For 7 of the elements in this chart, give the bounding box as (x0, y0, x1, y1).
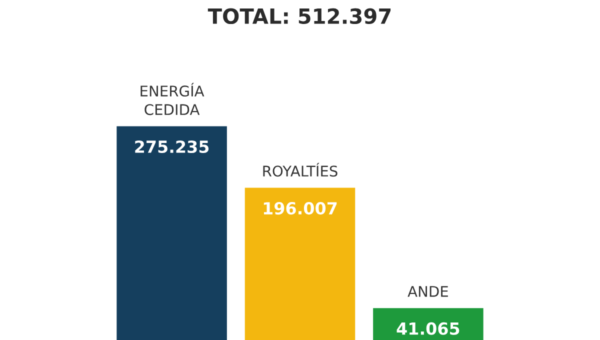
data-label: 41.065 (396, 322, 460, 335)
x-tick-label: ENERGÍA CEDIDA (140, 82, 204, 116)
chart-title: TOTAL: 512.397 (208, 8, 391, 24)
data-label: 275.235 (135, 140, 209, 154)
x-tick-label: ROYALTÍES (263, 162, 338, 177)
x-tick-label: ANDE (408, 286, 448, 297)
data-label: 196.007 (264, 202, 337, 215)
